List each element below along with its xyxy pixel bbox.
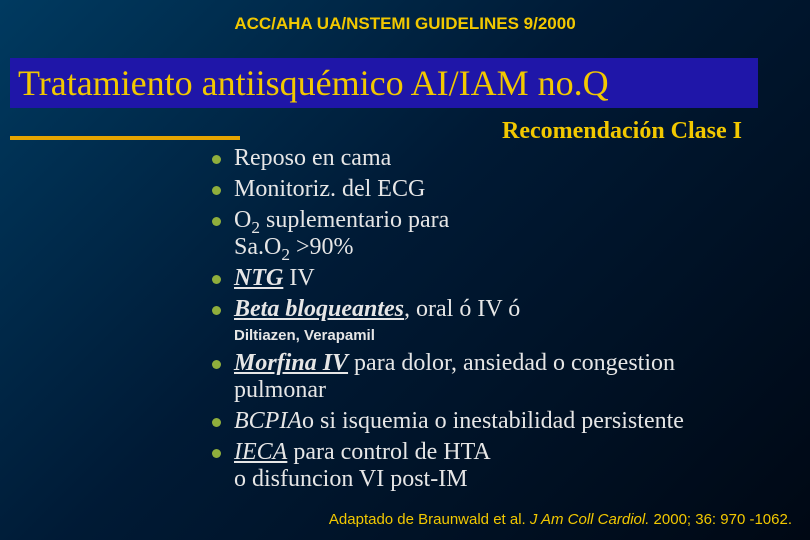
header-text: ACC/AHA UA/NSTEMI GUIDELINES 9/2000 <box>234 14 575 33</box>
list-item: Beta bloqueantes, oral ó IV ó <box>208 296 768 323</box>
list-item: Morfina IV para dolor, ansiedad o conges… <box>208 350 768 404</box>
footer-suffix: 2000; 36: 970 -1062. <box>649 511 792 528</box>
footer-citation: Adaptado de Braunwald et al. J Am Coll C… <box>329 511 792 528</box>
accent-line <box>10 136 240 140</box>
recommendation-label: Recomendación Clase I <box>502 118 742 145</box>
list-item: O2 suplementario paraSa.O2 >90% <box>208 207 768 261</box>
header-note: ACC/AHA UA/NSTEMI GUIDELINES 9/2000 <box>0 14 810 34</box>
title-bar: Tratamiento antiisquémico AI/IAM no.Q <box>10 58 758 108</box>
bullet-list-2: Morfina IV para dolor, ansiedad o conges… <box>208 350 768 493</box>
list-item: Monitoriz. del ECG <box>208 176 768 203</box>
bullet-list-1: Reposo en cama Monitoriz. del ECG O2 suple… <box>208 145 768 323</box>
footer-prefix: Adaptado de Braunwald et al. <box>329 511 530 528</box>
content-area: Reposo en cama Monitoriz. del ECG O2 suple… <box>208 145 768 497</box>
list-item: IECA para control de HTAo disfuncion VI … <box>208 439 768 493</box>
list-item: Reposo en cama <box>208 145 768 172</box>
list-item: NTG IV <box>208 265 768 292</box>
list-item: BCPIAo si isquemia o inestabilidad persi… <box>208 408 768 435</box>
page-title: Tratamiento antiisquémico AI/IAM no.Q <box>18 62 609 104</box>
subnote: Diltiazen, Verapamil <box>208 327 768 344</box>
footer-journal: J Am Coll Cardiol. <box>530 511 649 528</box>
